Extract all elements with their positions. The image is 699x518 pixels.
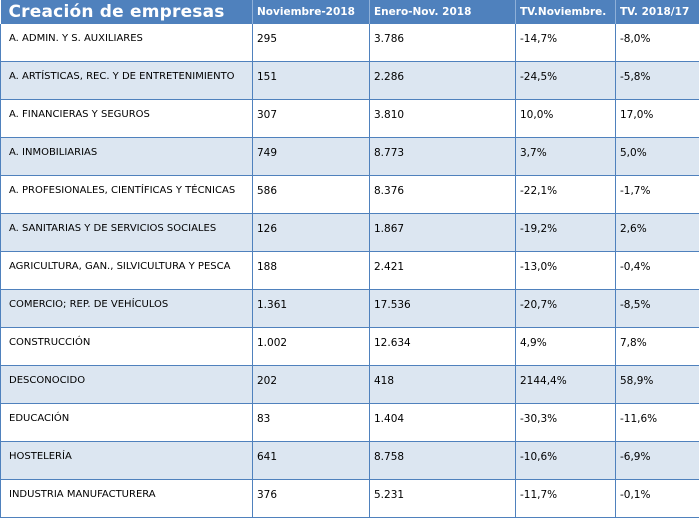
cell-nov: 376: [253, 480, 370, 518]
cell-ene-nov: 2.421: [370, 252, 516, 290]
cell-ene-nov: 1.404: [370, 404, 516, 442]
col-header-tv-anual: TV. 2018/17: [616, 0, 699, 24]
cell-ene-nov: 418: [370, 366, 516, 404]
cell-tv-nov: -13,0%: [516, 252, 616, 290]
cell-nov: 586: [253, 176, 370, 214]
cell-nov: 749: [253, 138, 370, 176]
cell-sector: HOSTELERÍA: [1, 442, 253, 480]
col-header-nov: Noviembre-2018: [253, 0, 370, 24]
cell-nov: 295: [253, 24, 370, 62]
cell-sector: INDUSTRIA MANUFACTURERA: [1, 480, 253, 518]
cell-tv-anual: -0,4%: [616, 252, 699, 290]
cell-tv-nov: 3,7%: [516, 138, 616, 176]
cell-nov: 151: [253, 62, 370, 100]
cell-tv-nov: -30,3%: [516, 404, 616, 442]
cell-tv-anual: -0,1%: [616, 480, 699, 518]
cell-sector: COMERCIO; REP. DE VEHÍCULOS: [1, 290, 253, 328]
cell-tv-nov: -11,7%: [516, 480, 616, 518]
col-header-tv-nov: TV.Noviembre.: [516, 0, 616, 24]
cell-nov: 641: [253, 442, 370, 480]
cell-tv-anual: -6,9%: [616, 442, 699, 480]
cell-tv-anual: -8,5%: [616, 290, 699, 328]
cell-sector: CONSTRUCCIÓN: [1, 328, 253, 366]
cell-tv-nov: -10,6%: [516, 442, 616, 480]
cell-ene-nov: 2.286: [370, 62, 516, 100]
cell-tv-nov: 10,0%: [516, 100, 616, 138]
cell-sector: A. INMOBILIARIAS: [1, 138, 253, 176]
cell-tv-anual: 58,9%: [616, 366, 699, 404]
cell-sector: A. FINANCIERAS Y SEGUROS: [1, 100, 253, 138]
cell-ene-nov: 17.536: [370, 290, 516, 328]
cell-tv-nov: -14,7%: [516, 24, 616, 62]
cell-nov: 83: [253, 404, 370, 442]
cell-tv-nov: -24,5%: [516, 62, 616, 100]
cell-nov: 1.361: [253, 290, 370, 328]
cell-nov: 202: [253, 366, 370, 404]
cell-tv-anual: 5,0%: [616, 138, 699, 176]
cell-sector: A. PROFESIONALES, CIENTÍFICAS Y TÉCNICAS: [1, 176, 253, 214]
cell-sector: EDUCACIÓN: [1, 404, 253, 442]
table-row: A. PROFESIONALES, CIENTÍFICAS Y TÉCNICAS…: [1, 176, 699, 214]
cell-ene-nov: 8.773: [370, 138, 516, 176]
cell-tv-anual: -5,8%: [616, 62, 699, 100]
cell-sector: A. SANITARIAS Y DE SERVICIOS SOCIALES: [1, 214, 253, 252]
cell-tv-nov: -20,7%: [516, 290, 616, 328]
cell-tv-anual: -8,0%: [616, 24, 699, 62]
cell-ene-nov: 8.758: [370, 442, 516, 480]
cell-sector: A. ARTÍSTICAS, REC. Y DE ENTRETENIMIENTO: [1, 62, 253, 100]
cell-tv-anual: 17,0%: [616, 100, 699, 138]
cell-tv-nov: -22,1%: [516, 176, 616, 214]
cell-tv-nov: 2144,4%: [516, 366, 616, 404]
cell-nov: 1.002: [253, 328, 370, 366]
cell-tv-anual: 7,8%: [616, 328, 699, 366]
cell-nov: 188: [253, 252, 370, 290]
cell-tv-anual: 2,6%: [616, 214, 699, 252]
cell-tv-nov: 4,9%: [516, 328, 616, 366]
cell-sector: DESCONOCIDO: [1, 366, 253, 404]
header-row: Creación de empresas Noviembre-2018 Ener…: [1, 0, 699, 24]
cell-ene-nov: 3.786: [370, 24, 516, 62]
cell-nov: 307: [253, 100, 370, 138]
cell-ene-nov: 8.376: [370, 176, 516, 214]
cell-ene-nov: 5.231: [370, 480, 516, 518]
cell-tv-anual: -11,6%: [616, 404, 699, 442]
cell-nov: 126: [253, 214, 370, 252]
cell-ene-nov: 1.867: [370, 214, 516, 252]
cell-sector: A. ADMIN. Y S. AUXILIARES: [1, 24, 253, 62]
col-header-ene-nov: Enero-Nov. 2018: [370, 0, 516, 24]
cell-tv-anual: -1,7%: [616, 176, 699, 214]
cell-ene-nov: 12.634: [370, 328, 516, 366]
cell-tv-nov: -19,2%: [516, 214, 616, 252]
table-row: A. ARTÍSTICAS, REC. Y DE ENTRETENIMIENTO…: [1, 62, 699, 100]
cell-sector: AGRICULTURA, GAN., SILVICULTURA Y PESCA: [1, 252, 253, 290]
table-title: Creación de empresas: [1, 0, 253, 24]
cell-ene-nov: 3.810: [370, 100, 516, 138]
